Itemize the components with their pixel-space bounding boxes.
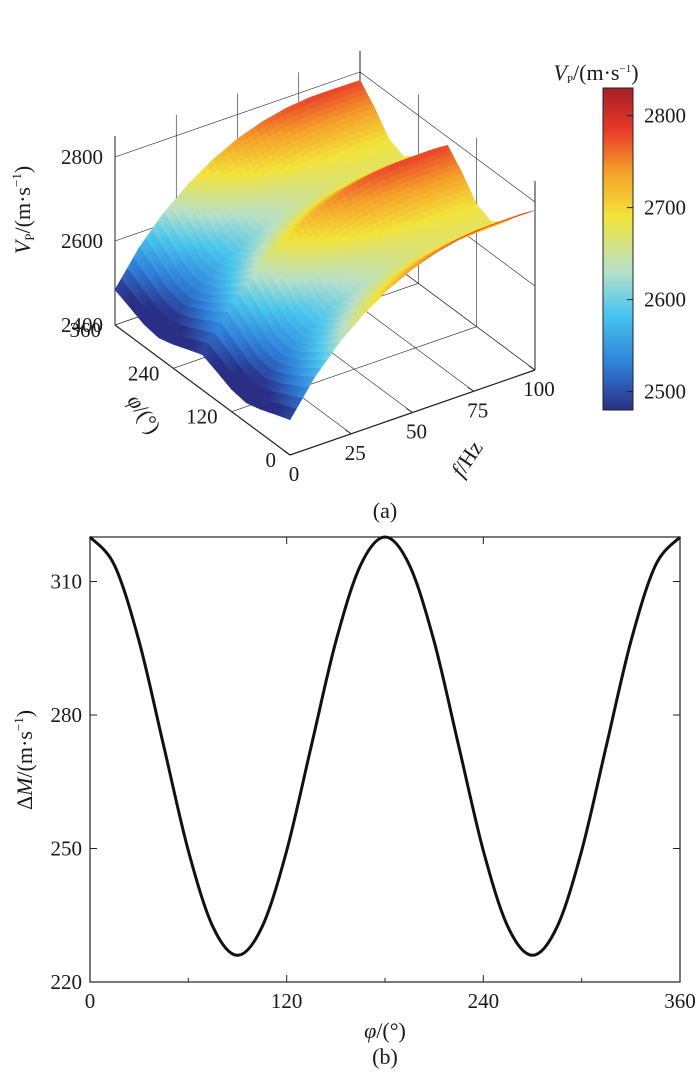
phi-tick-label: 240 (128, 361, 160, 385)
surface (114, 80, 536, 421)
z-tick-label: 2400 (61, 313, 103, 337)
x-axis-label: f/Hz (446, 436, 488, 482)
colorbar: VP/(m·s−1) 2500 2600 2700 2800 (553, 60, 686, 411)
colorbar-ticks: 2500 2600 2700 2800 (627, 104, 686, 404)
f-tick (406, 408, 413, 413)
x-tick-label: 240 (468, 989, 500, 1013)
colorbar-tick-label: 2700 (644, 196, 686, 220)
surface-ticks: 2400 2600 2800 0 120 240 360 0 25 50 75 100 (61, 145, 555, 486)
y-tick-label: 310 (51, 570, 83, 594)
phi-tick-label: 120 (186, 405, 218, 429)
series-line (88, 535, 682, 957)
x-tick-label: 120 (271, 989, 303, 1013)
series-points (89, 536, 681, 956)
panel-b-label: (b) (372, 1044, 398, 1069)
y-tick-label: 250 (51, 837, 83, 861)
x-axis-label-b: φ/(°) (364, 1018, 406, 1043)
f-tick-label: 25 (345, 441, 366, 465)
colorbar-gradient (602, 87, 634, 411)
f-tick (467, 386, 475, 392)
colorbar-tick-label: 2500 (644, 380, 686, 404)
y-tick-label: 220 (51, 970, 83, 994)
line-chart-ticks: 0 120 240 360 220 250 280 310 (51, 537, 696, 1013)
z-tick-label: 2800 (61, 145, 103, 169)
surface-patch (287, 408, 297, 421)
f-tick-label: 100 (523, 377, 555, 401)
grid-z-2800-side (359, 71, 536, 203)
colorbar-label: VP/(m·s−1) (553, 60, 638, 86)
f-tick-label: 0 (289, 462, 300, 486)
y-axis-label-b: ΔM/(m·s−1) (11, 710, 37, 810)
plot-frame (89, 536, 681, 983)
colorbar-tick-label: 2600 (644, 288, 686, 312)
surface-chart: 2400 2600 2800 0 120 240 360 0 25 50 75 100 VP/(m·s… (9, 51, 686, 523)
z-tick-label: 2600 (61, 229, 103, 253)
phi-tick-label: 360 (70, 318, 102, 342)
f-tick (283, 450, 291, 456)
x-tick-label: 0 (85, 989, 96, 1013)
z-axis-label: VP/(m·s−1) (9, 166, 37, 254)
f-tick-label: 50 (406, 420, 427, 444)
y-axis-label: φ/(°) (122, 390, 166, 439)
y-tick-label: 280 (51, 703, 83, 727)
f-tick (344, 429, 352, 435)
f-tick (528, 365, 536, 371)
colorbar-tick-label: 2800 (644, 104, 686, 128)
phi-axis-line (114, 324, 291, 456)
x-tick-label: 360 (664, 989, 696, 1013)
phi-tick-label: 0 (266, 448, 277, 472)
f-tick-label: 75 (467, 398, 488, 422)
panel-a-label: (a) (373, 498, 397, 523)
